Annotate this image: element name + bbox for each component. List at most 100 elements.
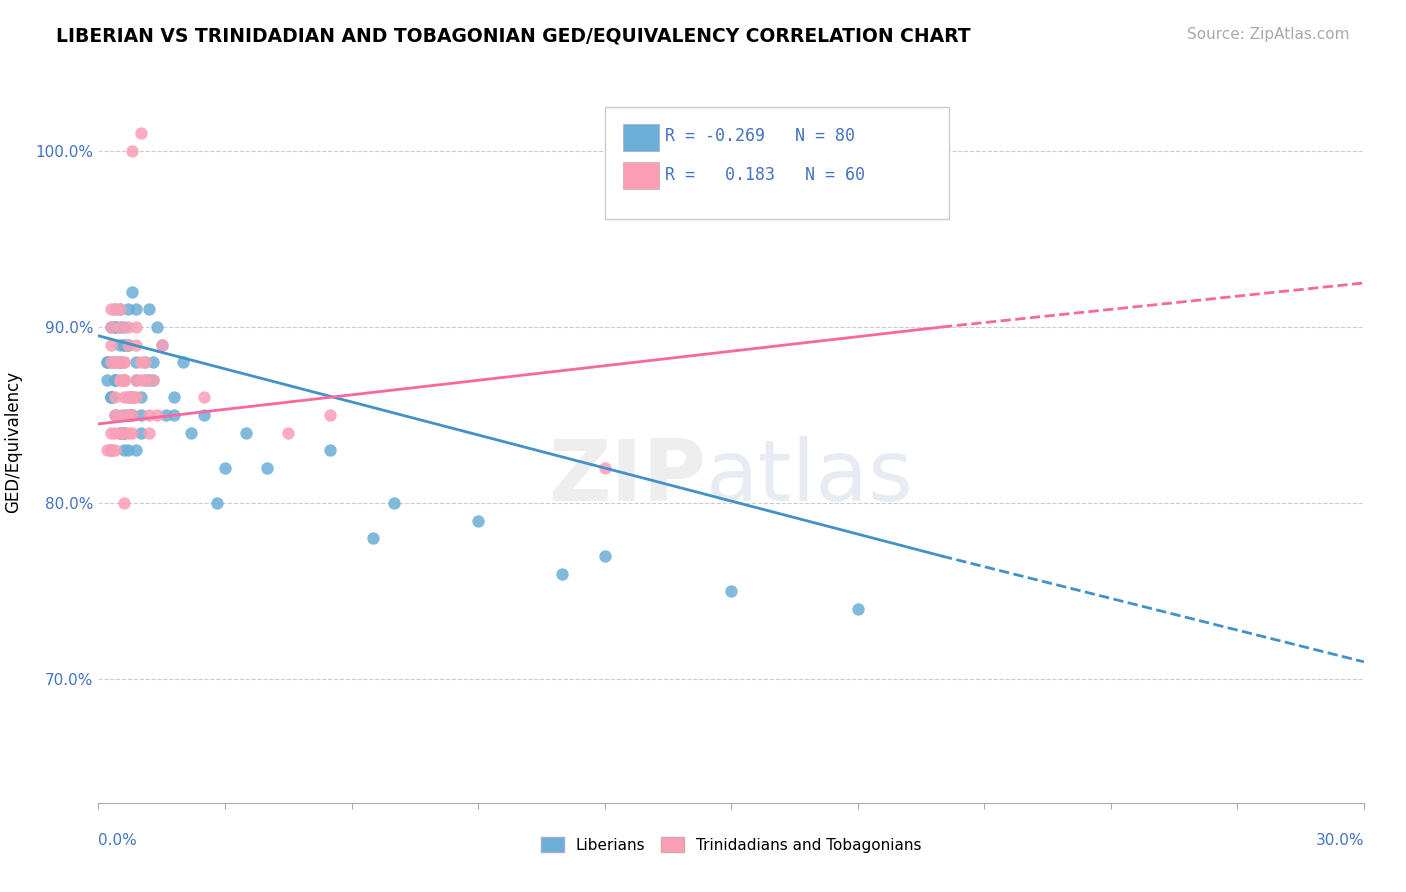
Point — [180, 425, 202, 440]
Point — [112, 408, 135, 422]
Point — [100, 391, 122, 405]
Point — [108, 425, 131, 440]
Text: 0.0%: 0.0% — [98, 833, 138, 848]
Point — [112, 373, 135, 387]
Point — [108, 373, 131, 387]
Point — [129, 391, 152, 405]
Point — [319, 408, 342, 422]
Text: LIBERIAN VS TRINIDADIAN AND TOBAGONIAN GED/EQUIVALENCY CORRELATION CHART: LIBERIAN VS TRINIDADIAN AND TOBAGONIAN G… — [56, 27, 972, 45]
Point — [117, 408, 139, 422]
Point — [104, 355, 127, 369]
Point — [138, 302, 160, 317]
Point — [172, 355, 194, 369]
Point — [96, 355, 118, 369]
Point — [108, 320, 131, 334]
Legend: Liberians, Trinidadians and Tobagonians: Liberians, Trinidadians and Tobagonians — [533, 829, 929, 860]
Point — [146, 320, 169, 334]
Point — [129, 373, 152, 387]
Point — [121, 408, 143, 422]
Point — [108, 302, 131, 317]
Point — [125, 373, 148, 387]
Point — [846, 602, 869, 616]
Point — [125, 302, 148, 317]
Point — [112, 373, 135, 387]
Point — [112, 391, 135, 405]
Point — [112, 425, 135, 440]
Point — [100, 337, 122, 351]
Point — [108, 425, 131, 440]
Point — [112, 443, 135, 458]
Point — [193, 408, 215, 422]
Point — [125, 320, 148, 334]
Point — [256, 461, 278, 475]
Point — [104, 320, 127, 334]
Point — [142, 373, 165, 387]
Point — [112, 320, 135, 334]
Point — [108, 320, 131, 334]
Point — [108, 373, 131, 387]
Point — [467, 514, 489, 528]
Point — [125, 391, 148, 405]
Point — [96, 355, 118, 369]
Point — [104, 443, 127, 458]
Y-axis label: GED/Equivalency: GED/Equivalency — [4, 370, 21, 513]
Point — [134, 355, 156, 369]
Point — [117, 337, 139, 351]
Point — [150, 337, 173, 351]
Point — [134, 355, 156, 369]
Point — [121, 408, 143, 422]
Point — [112, 355, 135, 369]
Point — [100, 355, 122, 369]
Point — [100, 443, 122, 458]
Point — [121, 391, 143, 405]
Point — [104, 355, 127, 369]
Point — [117, 425, 139, 440]
Point — [125, 337, 148, 351]
Point — [129, 126, 152, 140]
Point — [108, 425, 131, 440]
Point — [117, 391, 139, 405]
Point — [121, 144, 143, 158]
Point — [155, 408, 177, 422]
Point — [104, 320, 127, 334]
Point — [205, 496, 228, 510]
Point — [104, 425, 127, 440]
Point — [117, 408, 139, 422]
Text: R = -0.269   N = 80: R = -0.269 N = 80 — [665, 128, 855, 145]
Point — [720, 584, 742, 599]
Point — [121, 285, 143, 299]
Point — [112, 355, 135, 369]
Point — [235, 425, 257, 440]
Point — [129, 408, 152, 422]
Point — [104, 373, 127, 387]
Point — [551, 566, 574, 581]
Point — [100, 391, 122, 405]
Point — [108, 355, 131, 369]
Point — [117, 302, 139, 317]
Point — [150, 337, 173, 351]
Point — [361, 532, 384, 546]
Point — [593, 549, 616, 563]
Point — [121, 391, 143, 405]
Point — [142, 355, 165, 369]
Point — [129, 425, 152, 440]
Point — [100, 320, 122, 334]
Point — [108, 355, 131, 369]
Point — [142, 373, 165, 387]
Point — [108, 302, 131, 317]
Point — [138, 373, 160, 387]
Point — [112, 337, 135, 351]
Point — [117, 337, 139, 351]
Point — [100, 443, 122, 458]
Point — [104, 373, 127, 387]
Point — [112, 337, 135, 351]
Point — [319, 443, 342, 458]
Text: Source: ZipAtlas.com: Source: ZipAtlas.com — [1187, 27, 1350, 42]
Point — [593, 461, 616, 475]
Text: atlas: atlas — [706, 436, 914, 519]
Point — [117, 320, 139, 334]
Point — [96, 373, 118, 387]
Point — [121, 425, 143, 440]
Point — [108, 355, 131, 369]
Point — [104, 302, 127, 317]
